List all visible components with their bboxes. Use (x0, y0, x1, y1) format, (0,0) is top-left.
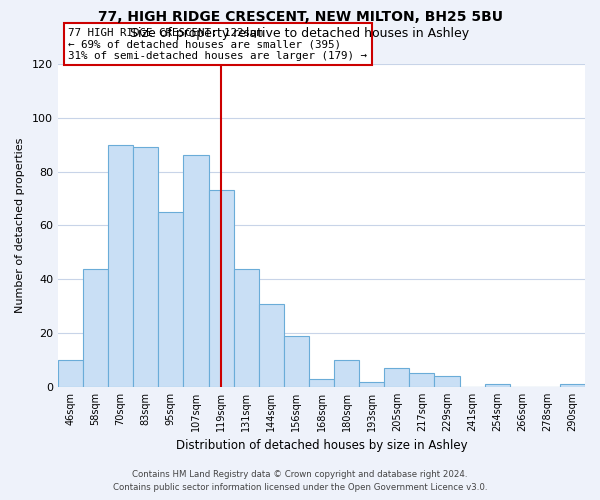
Bar (58, 360, 83, 387)
Bar (108, 144, 133, 387)
Text: 77, HIGH RIDGE CRESCENT, NEW MILTON, BH25 5BU: 77, HIGH RIDGE CRESCENT, NEW MILTON, BH2… (97, 10, 503, 24)
Bar (184, 156, 209, 387)
Bar (309, 379, 334, 387)
Bar (359, 382, 384, 387)
Text: Size of property relative to detached houses in Ashley: Size of property relative to detached ho… (130, 28, 470, 40)
Bar (259, 304, 284, 387)
Bar (209, 190, 233, 387)
Text: 77 HIGH RIDGE CRESCENT: 122sqm
← 69% of detached houses are smaller (395)
31% of: 77 HIGH RIDGE CRESCENT: 122sqm ← 69% of … (68, 28, 367, 61)
Bar (158, 212, 184, 387)
Bar (409, 374, 434, 387)
X-axis label: Distribution of detached houses by size in Ashley: Distribution of detached houses by size … (176, 440, 467, 452)
Bar (485, 384, 510, 387)
Bar (284, 336, 309, 387)
Bar (384, 368, 409, 387)
Y-axis label: Number of detached properties: Number of detached properties (15, 138, 25, 313)
Text: Contains HM Land Registry data © Crown copyright and database right 2024.
Contai: Contains HM Land Registry data © Crown c… (113, 470, 487, 492)
Bar (133, 148, 158, 387)
Bar (83, 268, 108, 387)
Bar (434, 376, 460, 387)
Bar (334, 360, 359, 387)
Bar (233, 268, 259, 387)
Bar (560, 384, 585, 387)
